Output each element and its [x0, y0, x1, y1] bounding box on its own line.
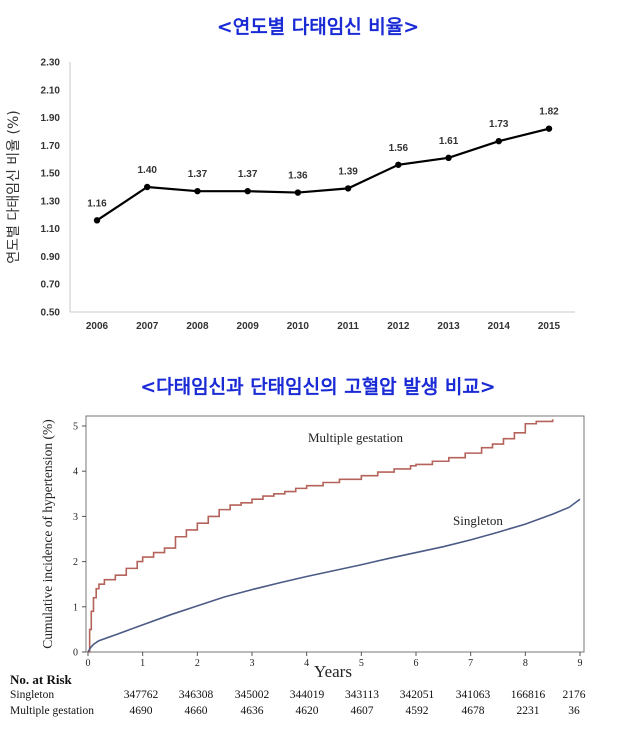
risk-cell: 4660 [184, 705, 208, 717]
data-point [244, 187, 251, 195]
x-axis-label: Years [314, 662, 352, 681]
data-point [545, 125, 553, 132]
y-tick-label: 0.50 [41, 308, 61, 319]
x-tick-label: 2009 [237, 321, 260, 332]
yearly-rate-chart: 0.50 0.70 0.90 1.10 1.30 1.50 1.70 1.90 2.10 2.30… [6, 58, 575, 332]
data-label: 1.61 [439, 136, 459, 147]
x-tick-label: 3 [250, 658, 255, 669]
data-point [93, 217, 101, 224]
y-tick-label: 1 [73, 602, 78, 613]
risk-cell: 345002 [234, 689, 270, 701]
y-axis-label: 연도별 다태임신 비율 (%) [6, 110, 22, 264]
y-tick-label: 1.50 [41, 169, 61, 180]
y-tick-label: 5 [73, 422, 78, 433]
data-point [194, 187, 201, 195]
x-tick-label: 2013 [437, 321, 460, 332]
x-tick-label: 2007 [136, 321, 159, 332]
y-tick-label: 2 [73, 557, 78, 568]
data-label: 1.16 [87, 198, 107, 209]
x-tick-label: 2012 [387, 321, 410, 332]
series-line [96, 127, 550, 222]
y-tick-label: 0 [73, 648, 78, 659]
x-tick-label: 2011 [337, 321, 359, 332]
risk-cell: 4592 [405, 705, 429, 717]
risk-cell: 4620 [295, 705, 319, 717]
y-tick-label: 0.70 [41, 280, 61, 291]
data-point [294, 189, 302, 196]
risk-cell: 4690 [129, 705, 153, 717]
data-label: 1.37 [238, 169, 258, 180]
singleton-annotation: Singleton [453, 513, 503, 528]
y-tick-label: 2.10 [41, 85, 61, 96]
y-tick-label: 1.30 [41, 196, 61, 207]
multiple-gestation-annotation: Multiple gestation [308, 430, 403, 445]
x-tick-label: 2015 [538, 321, 561, 332]
y-tick-label: 3 [73, 512, 78, 523]
risk-table-header: No. at Risk [10, 672, 72, 687]
x-tick-label: 0 [86, 658, 91, 669]
risk-cell: 4607 [350, 705, 374, 717]
risk-cell: 4636 [240, 705, 264, 717]
data-point [144, 183, 151, 191]
x-tick-label: 4 [304, 658, 309, 669]
risk-row-label: Singleton [10, 689, 55, 701]
risk-cell: 343113 [344, 689, 380, 701]
data-label: 1.37 [188, 169, 208, 180]
chart1-title: <연도별 다태임신 비율> [216, 16, 420, 38]
chart2-title: <다태임신과 단태임신의 고혈압 발생 비교> [140, 376, 496, 398]
risk-cell: 346308 [178, 689, 214, 701]
x-tick-label: 2008 [186, 321, 209, 332]
data-label: 1.36 [288, 171, 308, 182]
x-tick-label: 8 [523, 658, 528, 669]
y-tick-label: 1.90 [41, 113, 61, 124]
x-tick-label: 2 [195, 658, 200, 669]
x-tick-label: 2010 [287, 321, 310, 332]
risk-cell: 2231 [516, 705, 540, 717]
risk-cell: 347762 [123, 689, 159, 701]
risk-cell: 166816 [510, 689, 546, 701]
risk-cell: 342051 [399, 689, 435, 701]
data-label: 1.73 [489, 119, 509, 130]
data-label: 1.40 [137, 165, 157, 176]
plot-frame [85, 415, 585, 653]
data-label: 1.39 [338, 166, 358, 177]
x-tick-label: 9 [578, 658, 583, 669]
y-tick-label: 4 [73, 467, 78, 478]
x-tick-label: 7 [468, 658, 473, 669]
data-label: 1.56 [389, 143, 409, 154]
data-point [344, 185, 352, 192]
data-point [495, 137, 502, 145]
x-tick-label: 6 [414, 658, 419, 669]
multiple-gestation-line [88, 419, 554, 653]
x-tick-label: 1 [140, 658, 145, 669]
risk-cell: 2176 [562, 689, 586, 701]
y-tick-label: 1.70 [41, 141, 61, 152]
y-tick-label: 0.90 [41, 252, 61, 263]
y-tick-label: 1.10 [41, 224, 61, 235]
singleton-line [87, 498, 581, 653]
risk-cell: 4678 [461, 705, 485, 717]
risk-cell: 36 [568, 705, 580, 717]
data-point [395, 161, 402, 168]
risk-table: No. at Risk Singleton 347762 346308 345002 3… [0, 672, 636, 734]
data-point [445, 154, 452, 162]
x-tick-label: 2014 [488, 321, 511, 332]
y-tick-label: 2.30 [41, 58, 61, 69]
y-axis-label: Cumulative incidence of hypertension (%) [40, 419, 55, 648]
risk-row-label: Multiple gestation [10, 705, 95, 717]
risk-cell: 341063 [455, 689, 491, 701]
data-label: 1.82 [539, 107, 559, 118]
x-tick-label: 2006 [86, 321, 109, 332]
x-tick-label: 5 [359, 658, 364, 669]
risk-cell: 344019 [289, 689, 325, 701]
